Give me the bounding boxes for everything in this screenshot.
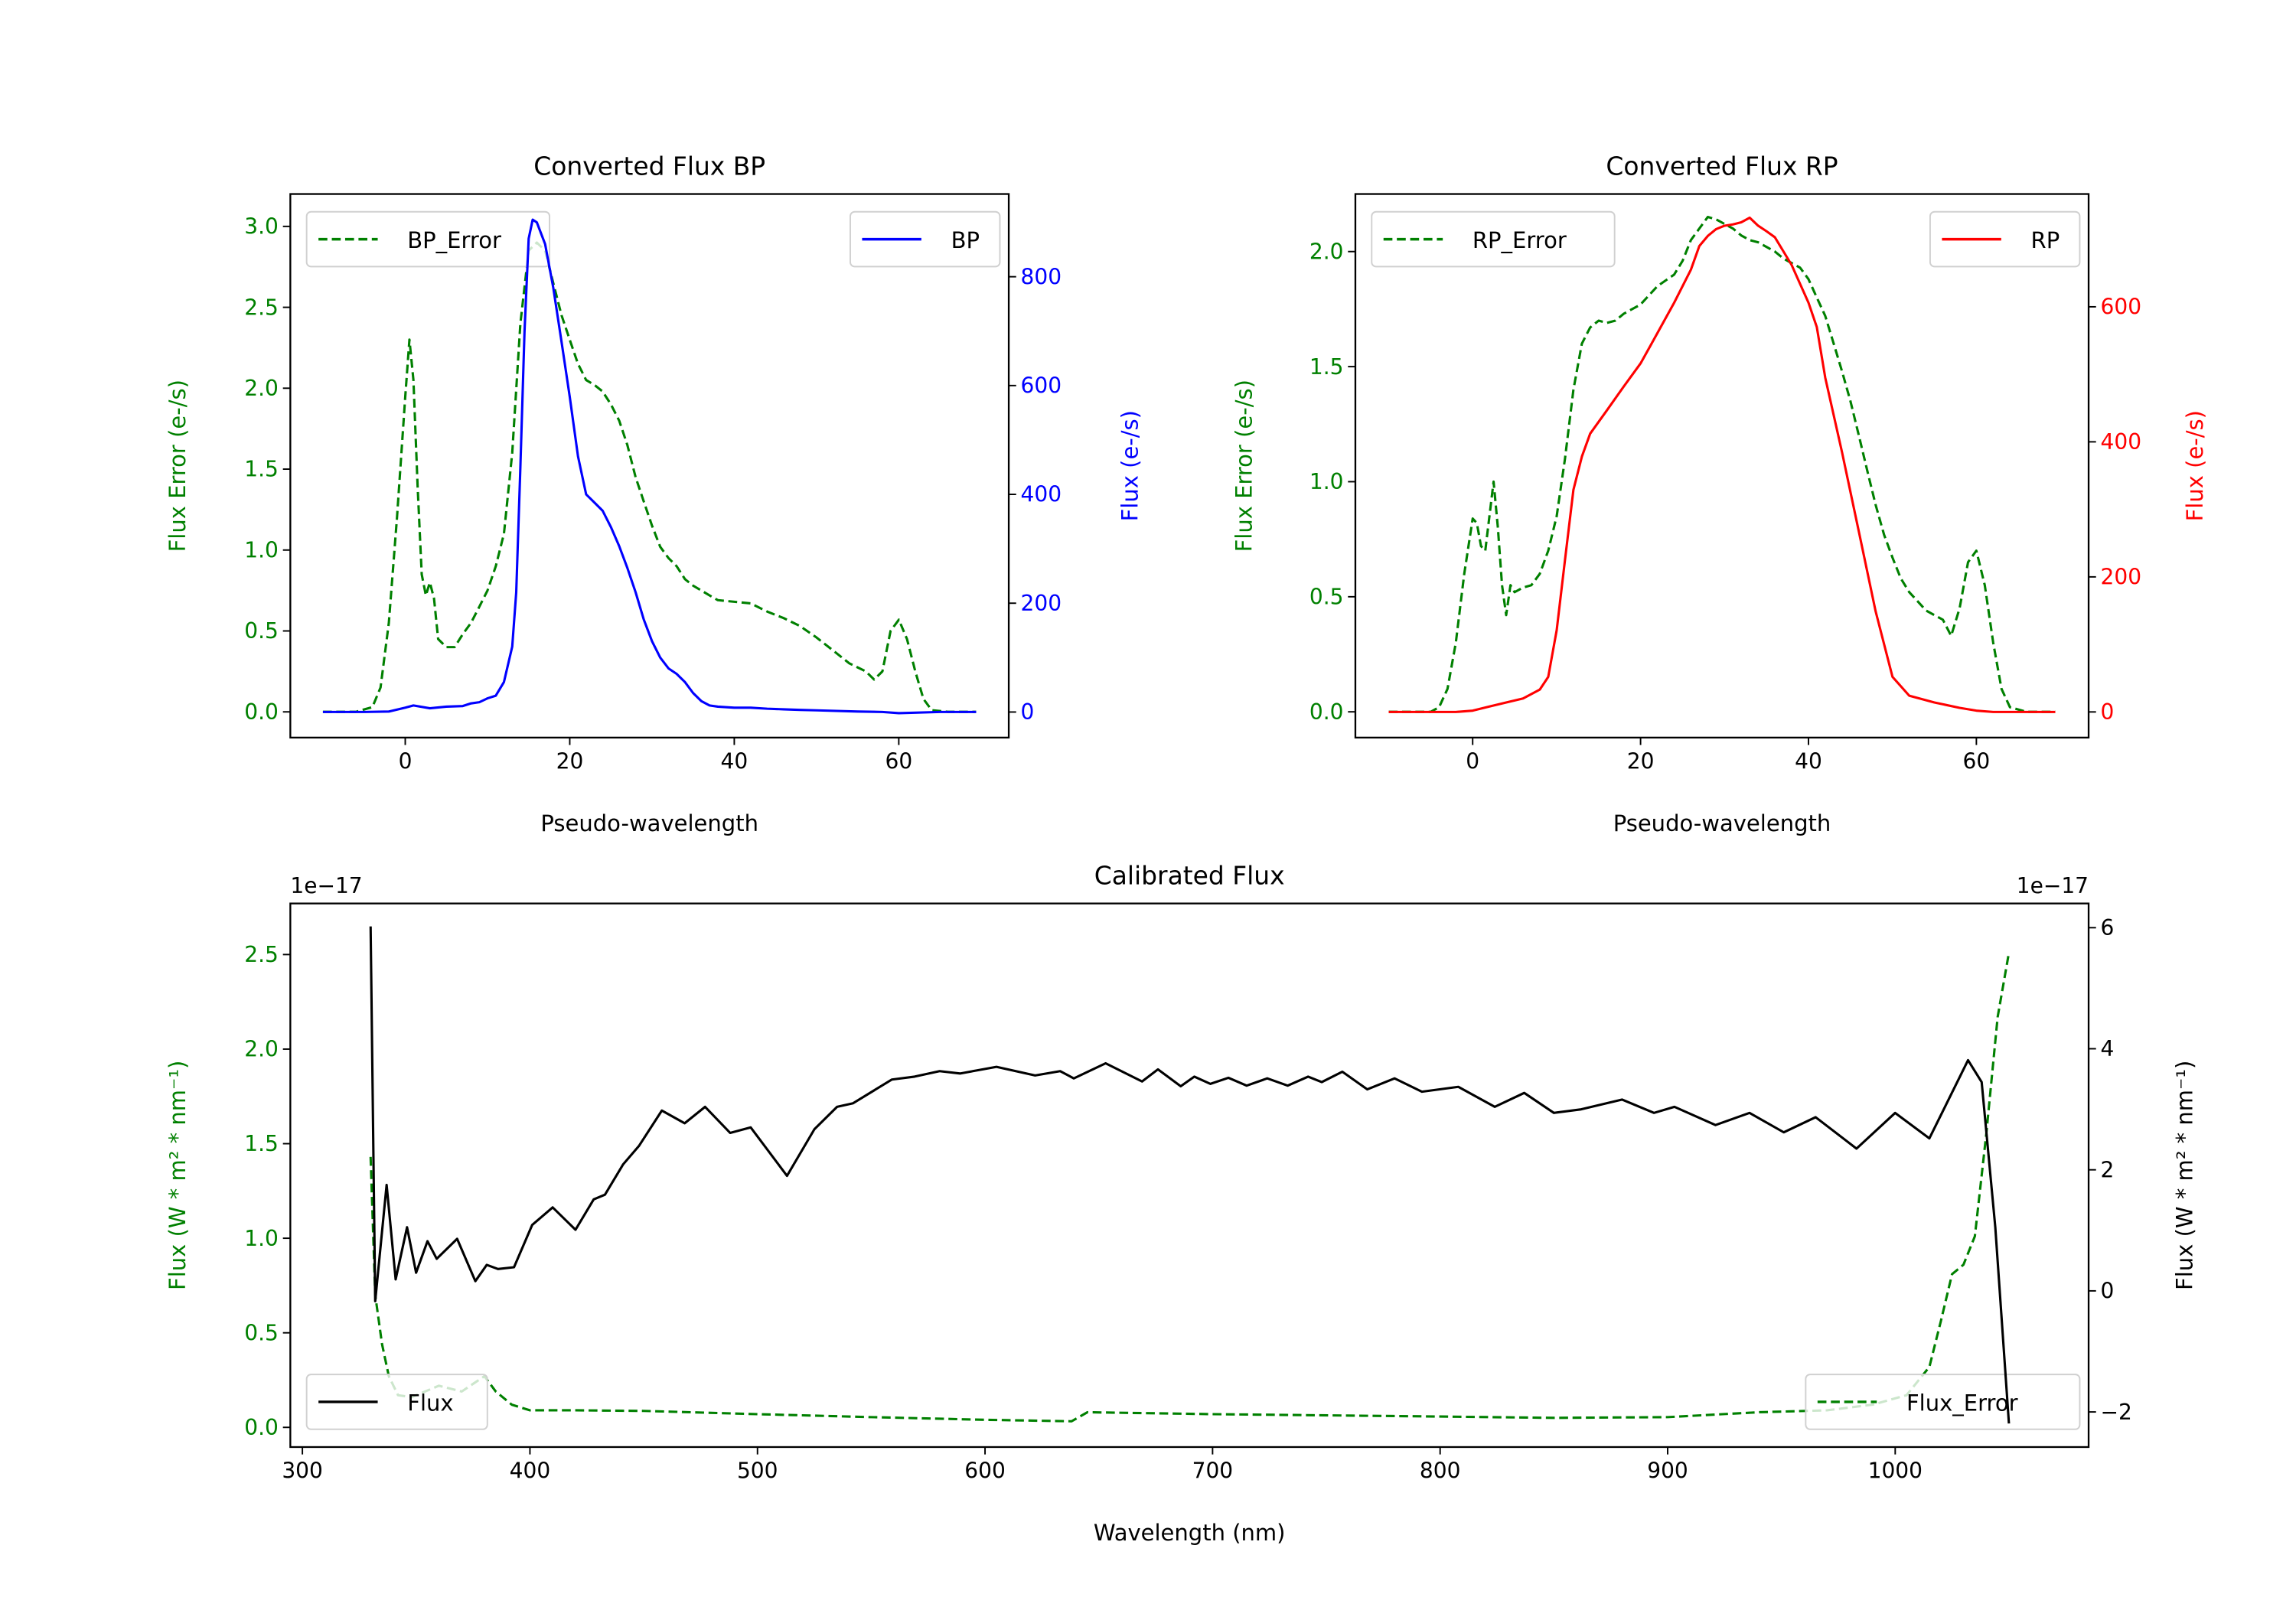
x-tick-label: 900 xyxy=(1647,1459,1688,1484)
y-left-tick-label: 0.0 xyxy=(244,699,279,725)
flux-error-legend: Flux_Error xyxy=(1805,1374,2081,1430)
legend-label: Flux xyxy=(407,1390,453,1416)
y-left-tick-label: 2.0 xyxy=(244,1037,279,1062)
bp-error-line xyxy=(322,241,977,713)
y-right-tick-label: 0 xyxy=(2101,699,2115,725)
y-right-tick-label: 200 xyxy=(1021,591,1062,616)
bp-legend: BP xyxy=(850,210,1001,268)
rp-error-line xyxy=(1388,216,2056,713)
y-left-tick-label: 3.0 xyxy=(244,214,279,240)
y-right-tick-label: 600 xyxy=(2101,295,2142,320)
y-left-tick-label: 0.5 xyxy=(244,1320,279,1345)
chart-title: Calibrated Flux xyxy=(1094,860,1285,890)
x-tick-label: 0 xyxy=(399,749,413,774)
rp-line xyxy=(1388,216,2056,713)
x-tick-label: 20 xyxy=(556,749,584,774)
y-left-axis-label: Flux Error (e-/s) xyxy=(165,380,191,552)
x-tick-label: 20 xyxy=(1627,749,1655,774)
x-tick-label: 1000 xyxy=(1868,1459,1923,1484)
y-left-tick-label: 2.0 xyxy=(244,376,279,401)
plots: Converted Flux BP Pseudo-wavelength Flux E… xyxy=(165,151,2208,1546)
legend-frame xyxy=(305,210,551,268)
legend-label: BP_Error xyxy=(407,227,501,253)
chart-title: Converted Flux BP xyxy=(533,151,765,181)
y-left-tick-label: 1.5 xyxy=(244,457,279,482)
y-left-tick-label: 1.5 xyxy=(244,1131,279,1156)
y-left-tick-label: 1.5 xyxy=(1309,354,1344,380)
y-right-tick-label: 0 xyxy=(1021,699,1035,725)
y-right-tick-label: 2 xyxy=(2101,1157,2115,1182)
x-axis-label: Pseudo-wavelength xyxy=(540,810,758,836)
x-tick-label: 500 xyxy=(737,1459,778,1484)
flux-legend: Flux xyxy=(305,1374,488,1430)
x-tick-label: 700 xyxy=(1192,1459,1234,1484)
legend-label: RP xyxy=(2031,227,2060,253)
x-tick-label: 600 xyxy=(964,1459,1006,1484)
legend-label: Flux_Error xyxy=(1906,1390,2018,1416)
y-left-axis-label: Flux Error (e-/s) xyxy=(1231,380,1257,552)
x-axis-label: Wavelength (nm) xyxy=(1094,1520,1286,1546)
x-tick-label: 60 xyxy=(1963,749,1991,774)
x-tick-label: 40 xyxy=(1795,749,1822,774)
legend-label: RP_Error xyxy=(1473,227,1567,253)
y-right-tick-label: −2 xyxy=(2101,1400,2132,1425)
rp-legend: RP xyxy=(1929,210,2081,268)
rp-error-legend: RP_Error xyxy=(1371,210,1616,268)
legend-frame xyxy=(1929,210,2081,268)
y-left-tick-label: 2.5 xyxy=(244,295,279,320)
axes-frame xyxy=(1354,193,2090,739)
legend-frame xyxy=(1805,1374,2081,1430)
y-left-tick-label: 2.0 xyxy=(1309,239,1344,264)
y-left-tick-label: 0.0 xyxy=(244,1415,279,1440)
legend-frame xyxy=(1371,210,1616,268)
chart-title: Converted Flux RP xyxy=(1606,151,1838,181)
y-right-tick-label: 4 xyxy=(2101,1036,2115,1061)
x-tick-label: 40 xyxy=(721,749,748,774)
flux-line xyxy=(369,926,2011,1424)
x-axis-label: Pseudo-wavelength xyxy=(1613,810,1831,836)
y-left-tick-label: 0.5 xyxy=(244,618,279,644)
y-right-tick-label: 800 xyxy=(1021,264,1062,289)
y-left-tick-label: 2.5 xyxy=(244,942,279,967)
y-left-tick-label: 0.0 xyxy=(1309,699,1344,725)
legend-label: BP xyxy=(951,227,980,253)
x-tick-label: 800 xyxy=(1420,1459,1461,1484)
x-tick-label: 60 xyxy=(885,749,913,774)
y-left-tick-label: 0.5 xyxy=(1309,585,1344,610)
bp-line xyxy=(322,218,977,715)
y-right-axis-label: Flux (W * m² * nm⁻¹) xyxy=(2172,1061,2198,1290)
legend-frame xyxy=(850,210,1001,268)
calibrated-chart: Calibrated Flux Wavelength (nm) Flux (W * … xyxy=(165,860,2198,1545)
bp-chart: Converted Flux BP Pseudo-wavelength Flux E… xyxy=(165,151,1143,836)
y-right-tick-label: 400 xyxy=(1021,482,1062,507)
axes-frame xyxy=(289,193,1010,739)
y-right-tick-label: 200 xyxy=(2101,565,2142,590)
y-left-axis-label: Flux (W * m² * nm⁻¹) xyxy=(165,1061,191,1290)
y-left-tick-label: 1.0 xyxy=(1309,469,1344,494)
x-tick-label: 300 xyxy=(282,1459,323,1484)
x-tick-label: 0 xyxy=(1466,749,1479,774)
y-left-tick-label: 1.0 xyxy=(244,537,279,562)
y-right-tick-label: 0 xyxy=(2101,1279,2115,1304)
y-right-axis-label: Flux (e-/s) xyxy=(1117,410,1143,521)
axes-frame xyxy=(289,902,2090,1449)
y-right-axis-label: Flux (e-/s) xyxy=(2182,410,2208,521)
legend-frame xyxy=(305,1374,488,1430)
y-right-offset-text: 1e−17 xyxy=(2017,873,2089,898)
y-right-tick-label: 600 xyxy=(1021,373,1062,399)
y-right-tick-label: 6 xyxy=(2101,915,2115,940)
rp-chart: Converted Flux RP Pseudo-wavelength Flux E… xyxy=(1231,151,2208,836)
y-right-tick-label: 400 xyxy=(2101,429,2142,455)
y-left-tick-label: 1.0 xyxy=(244,1226,279,1251)
y-left-offset-text: 1e−17 xyxy=(290,873,362,898)
x-tick-label: 400 xyxy=(510,1459,551,1484)
bp-error-legend: BP_Error xyxy=(305,210,551,268)
